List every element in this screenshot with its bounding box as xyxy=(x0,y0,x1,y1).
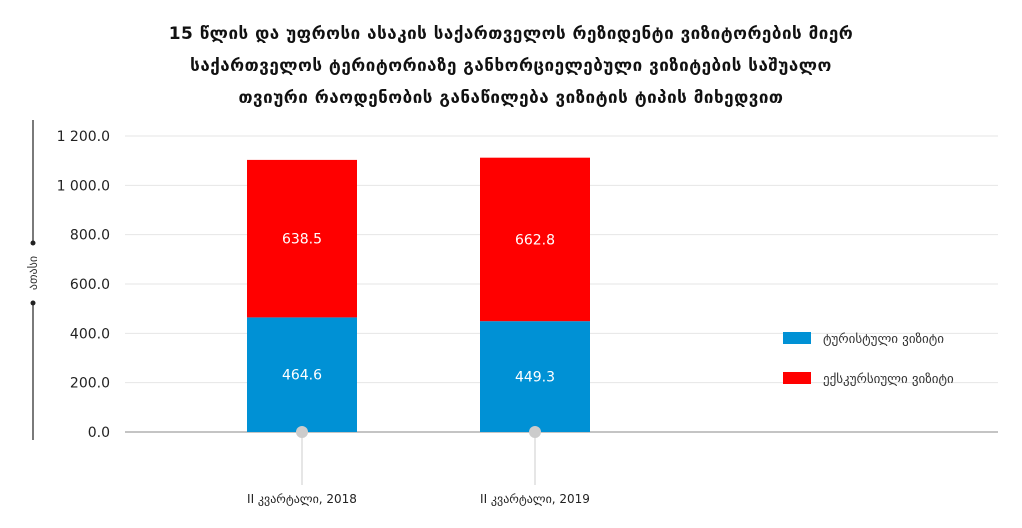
chart-title: 15 წლის და უფროსი ასაკის საქართველოს რეზ… xyxy=(0,18,1022,114)
legend-swatch xyxy=(783,372,811,384)
y-axis-label-group: ათასი xyxy=(26,120,40,440)
y-tick-label: 1 200.0 xyxy=(57,129,110,145)
data-label: 464.6 xyxy=(282,368,322,384)
data-label: 662.8 xyxy=(515,232,555,248)
y-tick-label: 1 000.0 xyxy=(57,178,110,194)
data-label: 638.5 xyxy=(282,232,322,248)
y-axis-label: ათასი xyxy=(26,256,40,290)
y-tick-label: 200.0 xyxy=(70,376,110,392)
x-tick-label: II კვარტალი, 2019 xyxy=(480,492,590,506)
title-line: 15 წლის და უფროსი ასაკის საქართველოს რეზ… xyxy=(168,24,854,44)
legend-swatch xyxy=(783,332,811,344)
y-tick-label: 400.0 xyxy=(70,326,110,342)
bar-segment xyxy=(247,159,357,318)
bar-segment xyxy=(480,157,590,322)
data-label: 449.3 xyxy=(515,370,555,386)
legend-label: ტურისტული ვიზიტი xyxy=(823,332,944,347)
category-marker xyxy=(529,426,541,438)
legend-label: ექსკურსიული ვიზიტი xyxy=(823,372,954,387)
y-tick-label: 600.0 xyxy=(70,277,110,293)
y-tick-label: 800.0 xyxy=(70,228,110,244)
y-tick-label: 0.0 xyxy=(88,425,110,441)
title-line: თვიური რაოდენობის განაწილება ვიზიტის ტიპ… xyxy=(238,88,784,108)
bar-segment xyxy=(480,321,590,432)
x-tick-label: II კვარტალი, 2018 xyxy=(247,492,357,506)
category-marker xyxy=(296,426,308,438)
bar-segment xyxy=(247,317,357,432)
title-line: საქართველოს ტერიტორიაზე განხორციელებული … xyxy=(190,56,832,76)
